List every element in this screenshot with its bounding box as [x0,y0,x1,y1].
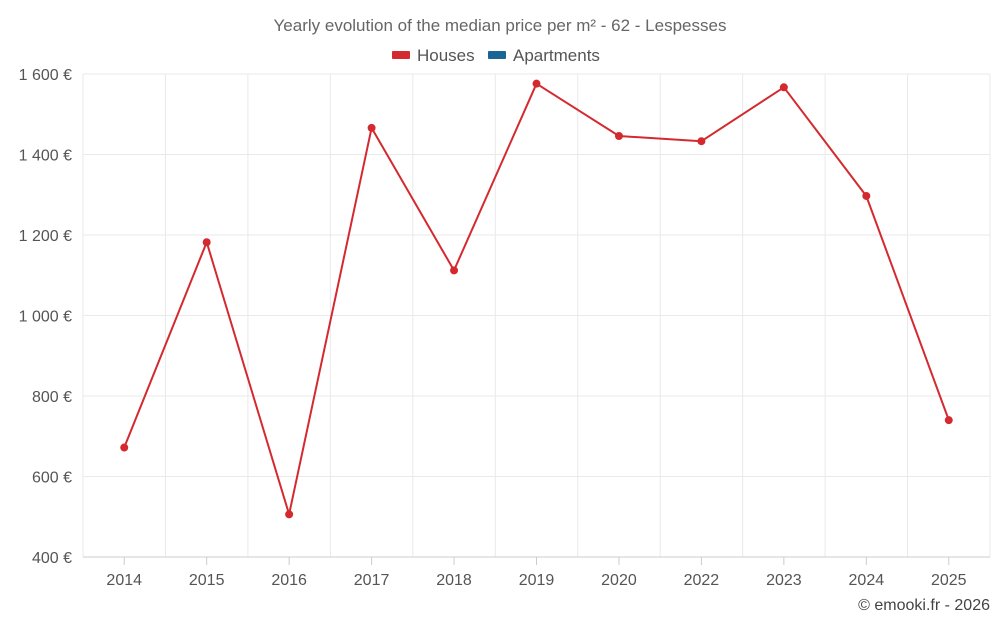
x-tick-label: 2025 [931,572,967,589]
data-point-houses[interactable] [944,416,953,425]
y-tick-label: 1 600 € [19,67,72,84]
x-tick-label: 2019 [519,572,555,589]
legend-swatch-apartments [488,51,506,59]
data-point-houses[interactable] [532,79,541,88]
x-tick-label: 2016 [271,572,307,589]
data-point-houses[interactable] [285,510,294,519]
x-axis-labels: 2014 2015 2016 2017 2018 2019 2020 2022 2023 2024… [106,572,966,589]
data-point-houses[interactable] [120,443,129,452]
x-tick-label: 2020 [601,572,637,589]
data-point-houses[interactable] [697,137,706,146]
chart-title: Yearly evolution of the median price per… [274,16,727,35]
legend-item-apartments[interactable]: Apartments [488,46,600,65]
credit-text: © emooki.fr - 2026 [858,597,990,614]
y-tick-label: 1 200 € [19,228,72,245]
series-houses [120,79,953,519]
y-tick-label: 1 400 € [19,148,72,165]
y-tick-label: 600 € [32,470,72,487]
data-point-houses[interactable] [202,238,211,247]
legend-swatch-houses [392,51,410,59]
data-point-houses[interactable] [367,123,376,132]
x-tick-label: 2022 [684,572,720,589]
x-tick-label: 2024 [849,572,885,589]
y-tick-label: 400 € [32,550,72,567]
legend-item-houses[interactable]: Houses [392,46,475,65]
data-point-houses[interactable] [779,83,788,92]
data-point-houses[interactable] [862,191,871,200]
grid [82,73,991,565]
x-tick-label: 2015 [189,572,225,589]
x-tick-label: 2018 [436,572,472,589]
data-point-houses[interactable] [450,266,459,275]
x-tick-label: 2017 [354,572,390,589]
y-axis-labels: 400 € 600 € 800 € 1 000 € 1 200 € 1 400 € 1 60… [19,67,72,567]
x-tick-label: 2023 [766,572,802,589]
legend: Houses Apartments [392,46,600,65]
legend-label-houses: Houses [417,46,475,65]
x-tick-label: 2014 [106,572,142,589]
y-tick-label: 800 € [32,389,72,406]
y-tick-label: 1 000 € [19,309,72,326]
legend-label-apartments: Apartments [513,46,600,65]
data-point-houses[interactable] [614,131,623,140]
